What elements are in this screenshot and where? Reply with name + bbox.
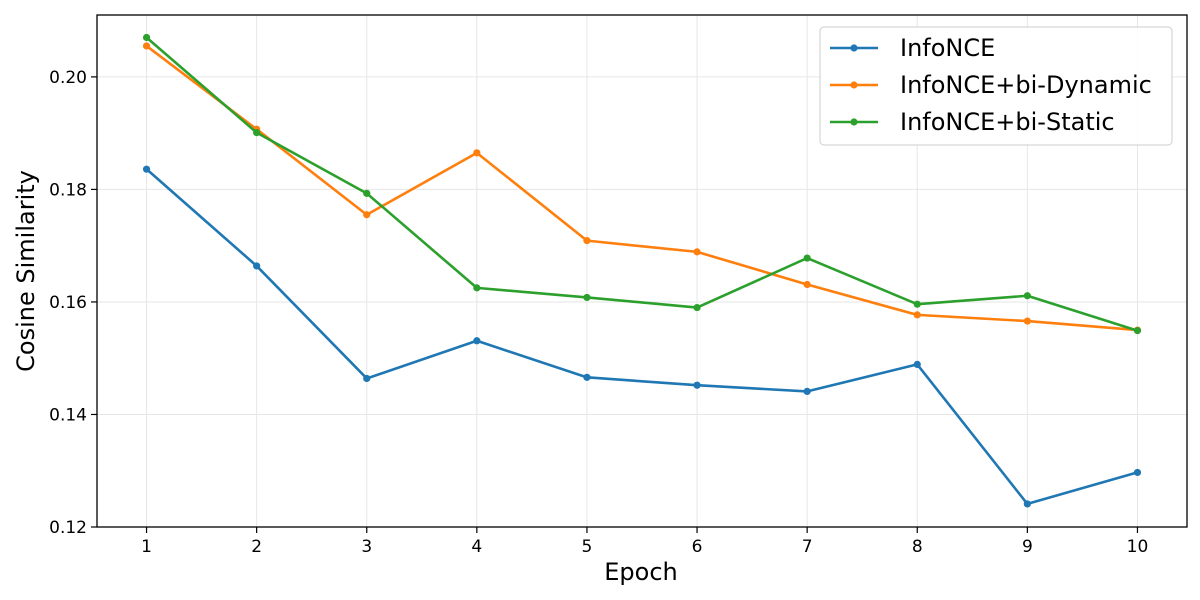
legend-marker xyxy=(850,81,858,89)
legend-label: InfoNCE xyxy=(900,34,995,62)
plot-frame xyxy=(96,14,1188,528)
data-point xyxy=(913,360,921,368)
x-tick-label: 5 xyxy=(582,537,593,557)
data-point xyxy=(142,165,151,173)
series-line xyxy=(145,44,1139,332)
data-point xyxy=(583,237,591,245)
series-3 xyxy=(142,33,1142,335)
y-tick-label: 0.18 xyxy=(49,180,87,200)
data-point xyxy=(1023,292,1031,300)
y-tick-label: 0.14 xyxy=(49,405,87,425)
legend-label: InfoNCE+bi-Static xyxy=(900,108,1115,136)
data-point xyxy=(803,280,811,289)
data-point xyxy=(473,337,481,345)
series-1 xyxy=(142,165,1142,508)
series-2 xyxy=(142,42,1142,334)
data-point xyxy=(693,303,701,312)
y-axis-label: Cosine Similarity xyxy=(12,170,40,372)
data-point xyxy=(363,374,371,383)
data-point xyxy=(253,128,261,137)
data-point xyxy=(693,248,701,256)
series-line xyxy=(145,36,1139,332)
x-tick-label: 4 xyxy=(471,537,482,557)
legend-item: InfoNCE+bi-Static xyxy=(830,108,1115,136)
y-tick-label: 0.20 xyxy=(49,68,87,88)
data-point xyxy=(253,262,261,270)
x-axis-label: Epoch xyxy=(604,558,678,586)
x-tick-label: 8 xyxy=(912,537,923,557)
x-tick-label: 2 xyxy=(251,537,262,557)
data-point xyxy=(473,149,481,157)
y-tick-label: 0.12 xyxy=(49,518,87,538)
data-point xyxy=(803,387,811,396)
data-point xyxy=(363,211,371,219)
data-point xyxy=(1023,317,1031,325)
data-point xyxy=(1133,327,1142,335)
data-point xyxy=(142,33,151,42)
data-point xyxy=(803,254,811,262)
data-point xyxy=(1023,500,1031,508)
series-line xyxy=(145,167,1139,506)
data-point xyxy=(913,311,921,319)
data-point xyxy=(583,373,591,381)
data-point xyxy=(913,300,921,308)
legend-marker xyxy=(850,44,858,52)
legend: InfoNCE InfoNCE+bi-Dynamic InfoNCE+bi-Stat… xyxy=(819,26,1173,146)
series-lines xyxy=(142,33,1142,508)
legend-box xyxy=(819,26,1173,146)
data-point xyxy=(142,42,151,50)
data-point xyxy=(583,293,591,302)
legend-item: InfoNCE+bi-Dynamic xyxy=(830,71,1152,99)
x-tick-label: 9 xyxy=(1022,537,1033,557)
data-point xyxy=(693,381,701,389)
data-point xyxy=(363,189,371,197)
x-tick-label: 6 xyxy=(692,537,703,557)
x-tick-label: 10 xyxy=(1127,537,1149,557)
axis-ticks: 1 2 3 4 5 6 7 8 9 10 0.12 0.14 0.16 0.18 0.20 xyxy=(49,68,1148,557)
data-point xyxy=(1133,468,1142,477)
legend-marker xyxy=(850,118,858,126)
data-point xyxy=(473,284,481,292)
legend-item: InfoNCE xyxy=(830,34,995,62)
x-tick-label: 3 xyxy=(361,537,372,557)
x-tick-label: 1 xyxy=(141,537,152,557)
x-tick-label: 7 xyxy=(802,537,813,557)
y-tick-label: 0.16 xyxy=(49,293,87,313)
legend-label: InfoNCE+bi-Dynamic xyxy=(900,71,1152,99)
